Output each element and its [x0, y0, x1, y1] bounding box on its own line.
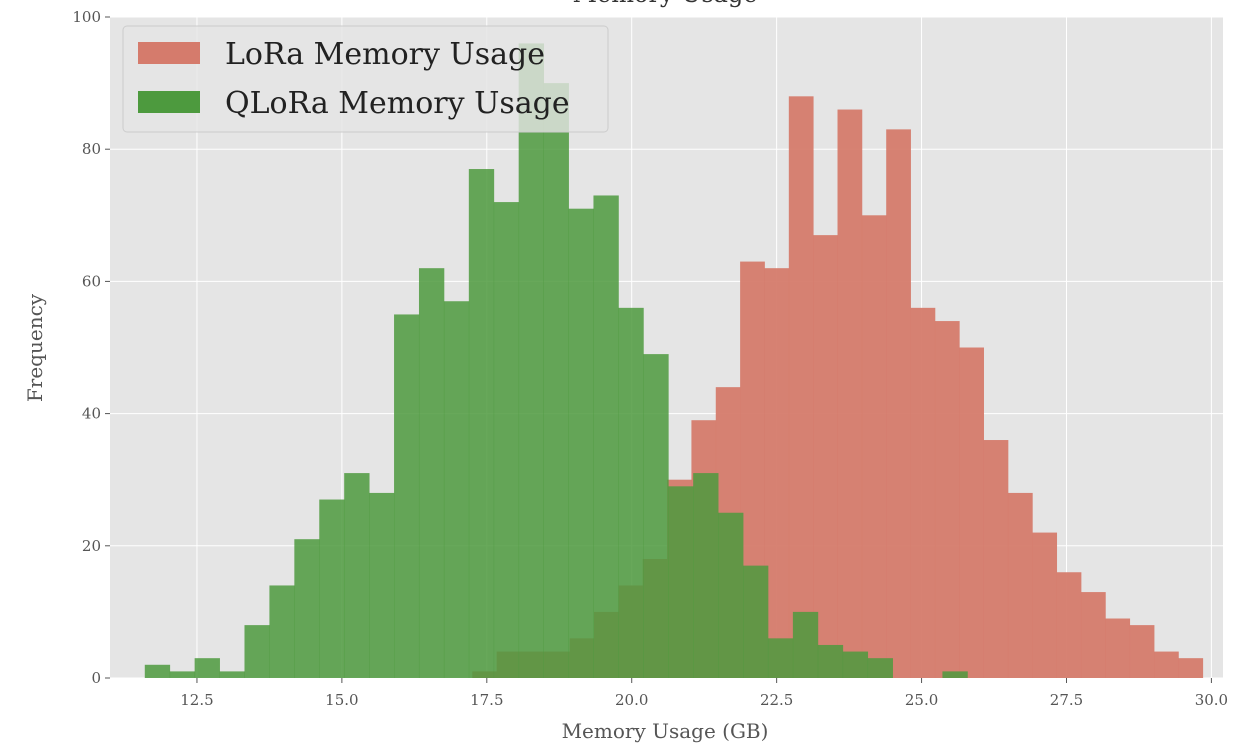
x-tick-label: 17.5: [470, 691, 503, 709]
qlora-bar: [269, 585, 295, 678]
qlora-bar: [518, 43, 545, 678]
x-tick-label: 15.0: [325, 691, 358, 709]
qlora-bar: [294, 539, 320, 678]
x-tick-label: 20.0: [615, 691, 648, 709]
qlora-bar: [867, 658, 893, 678]
legend: LoRa Memory Usage QLoRa Memory Usage: [122, 25, 609, 133]
x-tick-label: 22.5: [760, 691, 793, 709]
lora-bar: [886, 129, 911, 678]
lora-bar: [1080, 592, 1106, 678]
y-tick-label: 80: [82, 140, 101, 158]
y-tick-label: 40: [82, 405, 101, 423]
lora-bar: [1154, 651, 1179, 678]
qlora-bar: [718, 512, 744, 678]
legend-label-qlora: QLoRa Memory Usage: [225, 86, 570, 121]
legend-label-lora: LoRa Memory Usage: [225, 37, 545, 72]
lora-bar: [910, 307, 936, 678]
lora-bar: [1032, 532, 1058, 678]
qlora-bar: [244, 625, 270, 678]
lora-bar: [959, 347, 984, 678]
lora-bar: [813, 235, 838, 678]
legend-box: [122, 25, 609, 133]
qlora-bar: [743, 565, 769, 678]
legend-swatch-lora: [138, 42, 200, 64]
qlora-bar: [593, 195, 619, 678]
qlora-bar: [618, 307, 644, 678]
qlora-bar: [543, 83, 569, 679]
qlora-bar: [443, 301, 470, 678]
qlora-bar: [767, 638, 794, 678]
qlora-bar: [194, 658, 220, 678]
lora-bar: [837, 109, 863, 679]
lora-bar: [764, 268, 790, 678]
qlora-bar: [144, 664, 171, 678]
qlora-bar: [319, 499, 345, 678]
qlora-bar: [693, 473, 719, 678]
x-axis-ticks: 12.5 15.0 17.5 20.0 22.5 25.0 27.5 30.0: [180, 678, 1228, 709]
x-tick-label: 25.0: [905, 691, 938, 709]
qlora-series: [144, 43, 968, 679]
qlora-bar: [369, 492, 395, 678]
qlora-bar: [169, 671, 196, 678]
y-tick-label: 60: [82, 272, 101, 290]
chart-title: Memory Usage: [572, 0, 757, 8]
qlora-bar: [842, 651, 869, 678]
x-axis-label: Memory Usage (GB): [562, 719, 769, 743]
qlora-bar: [568, 208, 594, 678]
y-axis-ticks: 0 20 40 60 80 100: [72, 8, 110, 687]
qlora-bar: [219, 671, 245, 678]
qlora-bar: [418, 268, 445, 678]
qlora-bar: [394, 314, 420, 678]
qlora-bar: [643, 354, 669, 678]
lora-bar: [861, 215, 887, 679]
y-tick-label: 100: [72, 8, 101, 26]
qlora-bar: [493, 202, 520, 678]
lora-bar: [983, 440, 1009, 678]
lora-bar: [1129, 625, 1155, 678]
qlora-bar: [344, 473, 370, 678]
qlora-bar: [668, 486, 694, 678]
qlora-bar: [468, 169, 495, 678]
x-tick-label: 30.0: [1195, 691, 1228, 709]
legend-swatch-qlora: [138, 91, 200, 113]
lora-bar: [934, 321, 960, 678]
x-tick-label: 27.5: [1050, 691, 1083, 709]
y-tick-label: 0: [91, 669, 101, 687]
lora-bar: [788, 96, 814, 678]
qlora-bar: [817, 644, 844, 678]
lora-bar: [1056, 572, 1082, 678]
y-axis-label: Frequency: [23, 293, 47, 402]
lora-bar: [1105, 618, 1131, 678]
lora-bar: [1178, 658, 1204, 678]
x-tick-label: 12.5: [180, 691, 213, 709]
qlora-bar: [942, 671, 968, 678]
y-tick-label: 20: [82, 537, 101, 555]
lora-bar: [1007, 492, 1033, 678]
qlora-bar: [792, 611, 819, 678]
